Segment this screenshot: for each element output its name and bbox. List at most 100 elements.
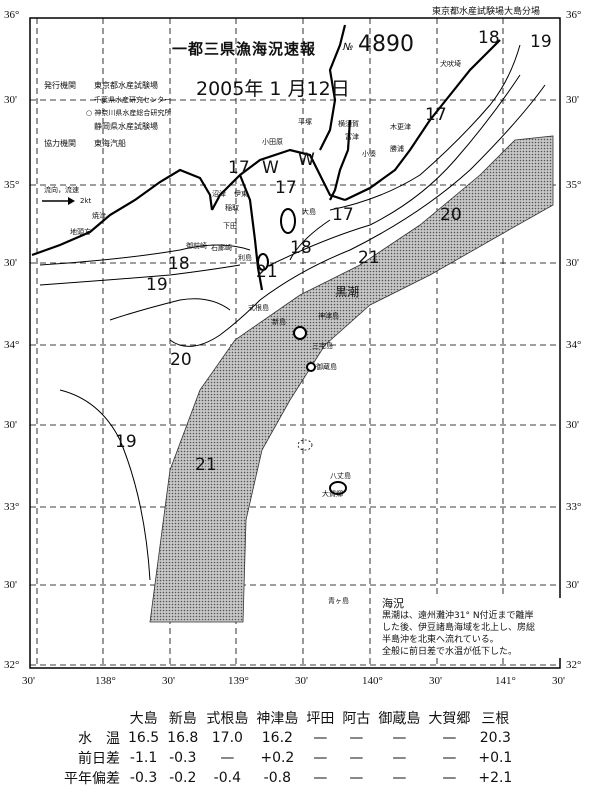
table-cell: -0.4 <box>213 770 241 786</box>
table-cell: -0.2 <box>169 770 197 786</box>
table-cell: +0.1 <box>478 750 513 766</box>
place-label: 焼津 <box>92 212 106 220</box>
station-header: 大島 <box>129 711 158 727</box>
place-label: 勝浦 <box>390 145 404 153</box>
latitude-label: 36° <box>4 9 20 21</box>
table-cell: — <box>442 730 457 746</box>
table-cell: +2.1 <box>478 770 513 786</box>
isotherm-label: 19 <box>146 275 168 295</box>
isotherm-label: 18 <box>290 238 312 258</box>
station-header: 御蔵島 <box>378 711 421 727</box>
place-label: 大島 <box>302 208 316 216</box>
place-label: 平塚 <box>298 118 312 126</box>
place-label: 横須賀 <box>338 120 359 128</box>
oshima-island <box>280 208 296 234</box>
table-cell: — <box>220 750 235 766</box>
latitude-label: 30' <box>566 579 579 591</box>
row-label: 前日差 <box>78 751 120 767</box>
table-cell: +0.2 <box>260 750 295 766</box>
table-cell: — <box>442 770 457 786</box>
isotherm-label: W <box>298 150 315 170</box>
coastline <box>31 24 501 291</box>
isotherm-label: 17 <box>332 205 354 225</box>
isotherm-label: 17 <box>275 178 297 198</box>
cooperator: 東海汽船 <box>94 139 126 148</box>
conditions-heading: 海況 <box>382 597 404 610</box>
conditions-line: 黒潮は、遠州灘沖31° N付近まで離岸 <box>382 611 534 621</box>
top-credit: 東京都水産試験場大島分場 <box>432 7 541 17</box>
isotherm-label: 19 <box>530 32 552 52</box>
place-label: 三宅島 <box>312 342 333 350</box>
conditions-line: した後、伊豆諸島海域を北上し、房総 <box>382 623 536 633</box>
table-cell: 16.5 <box>128 730 160 746</box>
place-label: 小湊 <box>362 150 376 158</box>
station-header: 神津島 <box>256 711 299 727</box>
isotherm-label: 18 <box>478 28 500 48</box>
station-header: 坪田 <box>306 711 335 727</box>
longitude-label: 141° <box>495 675 516 687</box>
place-label: 八丈島 <box>330 472 351 480</box>
place-label: 神津島 <box>318 312 339 320</box>
longitude-label: 139° <box>228 675 249 687</box>
longitude-label: 30' <box>22 675 35 687</box>
publisher-label: 発行機関 <box>44 81 76 90</box>
table-cell: — <box>313 750 328 766</box>
latitude-label: 30' <box>566 94 579 106</box>
place-label: 犬吠埼 <box>440 60 461 68</box>
table-cell: 16.2 <box>261 730 293 746</box>
table-cell: -0.3 <box>169 750 197 766</box>
table-cell: 20.3 <box>479 730 511 746</box>
isotherm-label: 21 <box>358 248 380 268</box>
table-cell: -1.1 <box>129 750 158 766</box>
publisher-2: 千葉県水産研究センター <box>94 96 171 104</box>
station-header: 新島 <box>168 711 197 727</box>
table-cell: 17.0 <box>211 730 243 746</box>
place-label: 式根島 <box>248 304 269 312</box>
island-markers <box>257 208 347 495</box>
hachijojima-island <box>329 481 347 495</box>
table-cell: — <box>392 770 407 786</box>
place-label: 地頭方 <box>70 228 91 236</box>
bulletin-title: 一都三県漁海況速報 <box>172 40 317 58</box>
latitude-label: 36° <box>566 9 582 21</box>
isotherm-label: 19 <box>115 432 137 452</box>
place-label: 富津 <box>345 133 359 141</box>
latitude-label: 30' <box>4 257 17 269</box>
graticule <box>30 18 560 668</box>
mikurajima-island <box>306 362 316 372</box>
table-cell: — <box>349 750 364 766</box>
kuroshio-label: 黒潮 <box>335 285 360 299</box>
table-row: 平年偏差 -0.3 -0.2 -0.4 -0.8 — — — — +2.1 <box>60 768 516 788</box>
table-cell: — <box>313 730 328 746</box>
longitude-label: 30' <box>162 675 175 687</box>
place-label: 青ヶ島 <box>328 597 349 605</box>
table-cell: 16.8 <box>167 730 199 746</box>
place-label: 御前崎 <box>186 242 207 250</box>
table-cell: -0.3 <box>129 770 158 786</box>
flow-arrow-icon <box>42 197 75 205</box>
publisher-4: 静岡県水産試験場 <box>94 122 158 131</box>
toshima-niijima-islands <box>257 253 269 271</box>
flow-legend-label: 流向，流速 <box>44 186 79 194</box>
latitude-label: 35° <box>4 179 20 191</box>
place-label: 小田原 <box>262 138 283 146</box>
station-header: 式根島 <box>206 711 249 727</box>
map-frame <box>29 17 561 669</box>
kuroshio-band <box>149 135 554 623</box>
place-label: 大賀郷 <box>322 490 343 498</box>
table-header-row: 大島 新島 式根島 神津島 坪田 阿古 御蔵島 大賀郷 三根 <box>60 708 516 728</box>
latitude-label: 30' <box>566 419 579 431</box>
fishing-condition-map <box>29 17 561 669</box>
bulletin-date: 2005年 1 月12日 <box>196 78 350 100</box>
place-label: 伊東 <box>234 190 248 198</box>
flow-legend-speed: 2kt <box>80 197 92 205</box>
station-header: 三根 <box>481 711 510 727</box>
place-label: 下田 <box>223 222 237 230</box>
table-cell: — <box>442 750 457 766</box>
isotherm-label: 21 <box>195 455 217 475</box>
table-cell: -0.8 <box>263 770 291 786</box>
place-label: 御蔵島 <box>316 363 337 371</box>
place-label: 稲取 <box>225 204 239 212</box>
place-label: 新島 <box>272 318 286 326</box>
isotherm-label: 21 <box>256 262 278 282</box>
